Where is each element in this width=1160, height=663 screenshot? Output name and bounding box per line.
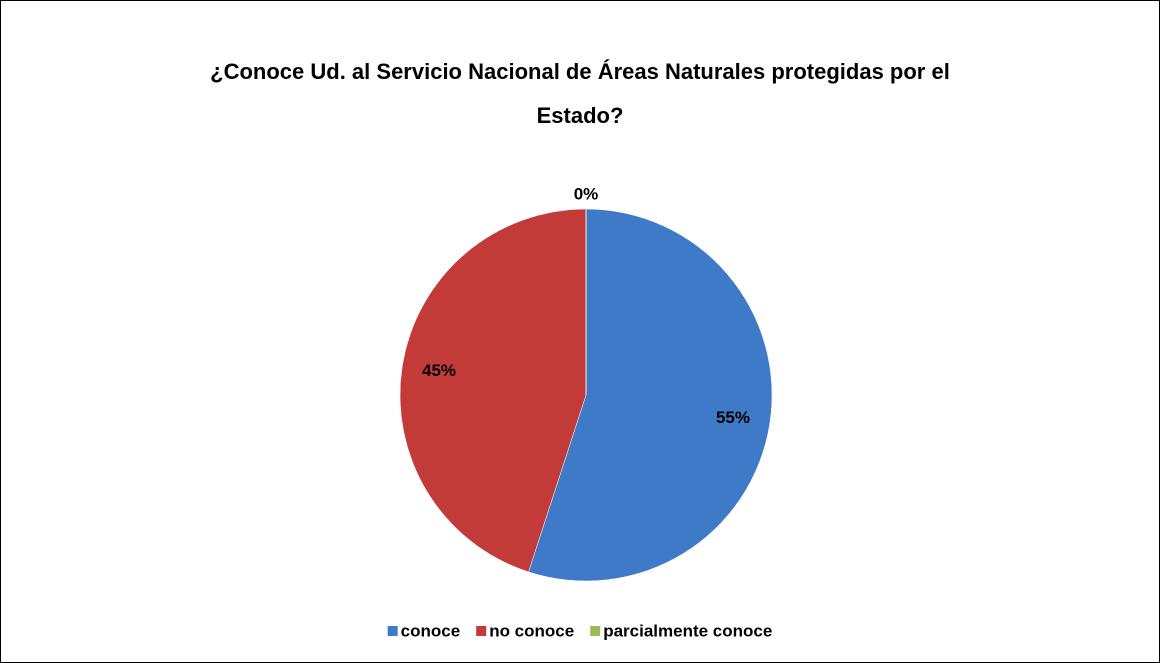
legend-swatch bbox=[476, 626, 487, 636]
pie-slice bbox=[399, 208, 587, 573]
legend-label: parcialmente conoce bbox=[603, 621, 772, 640]
data-label: 55% bbox=[716, 408, 750, 427]
pie-slice bbox=[528, 208, 773, 582]
chart-title: ¿Conoce Ud. al Servicio Nacional de Área… bbox=[210, 59, 950, 128]
data-label: 0% bbox=[574, 184, 599, 203]
legend-swatch bbox=[387, 626, 398, 636]
data-label: 45% bbox=[422, 361, 456, 380]
legend-swatch bbox=[590, 626, 601, 636]
legend-label: conoce bbox=[401, 621, 461, 640]
legend-label: no conoce bbox=[489, 621, 574, 640]
